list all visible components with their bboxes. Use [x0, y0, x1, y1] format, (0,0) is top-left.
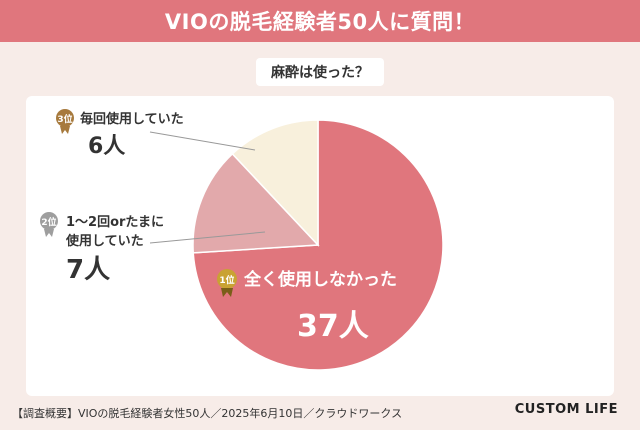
brand-logo: CUSTOM LIFE: [514, 402, 618, 417]
slice-label-2-line2: 使用していた: [65, 233, 144, 249]
header-banner: VIOの脱毛経験者50人に質問！: [0, 0, 640, 42]
rank-label-1: 1位: [219, 274, 234, 286]
rank-badge-3: [56, 109, 74, 134]
slice-label-1: 全く使用しなかった: [243, 269, 397, 290]
rank-label-3: 3位: [57, 113, 72, 125]
slice-value-3: 6人: [88, 134, 125, 159]
slice-value-2: 7人: [66, 255, 110, 285]
slice-label-3: 毎回使用していた: [80, 111, 184, 127]
leader-line-rank-3: [149, 131, 256, 151]
pie-slice-rank-2: [192, 152, 320, 254]
page-title: VIOの脱毛経験者50人に質問！: [164, 10, 476, 34]
pie-slice-rank-3: [231, 119, 319, 247]
survey-note: 【調査概要】VIOの脱毛経験者女性50人／2025年6月10日／クラウドワークス: [12, 407, 403, 420]
slice-label-2-line1: 1〜2回orたまに: [66, 215, 164, 230]
slice-value-1: 37人: [297, 309, 369, 344]
leader-line-rank-2: [149, 231, 266, 244]
rank-badge-1: [217, 269, 237, 297]
chart-question: 麻酔は使った？: [256, 58, 384, 86]
rank-badge-2: [40, 212, 58, 237]
rank-label-2: 2位: [41, 216, 56, 228]
